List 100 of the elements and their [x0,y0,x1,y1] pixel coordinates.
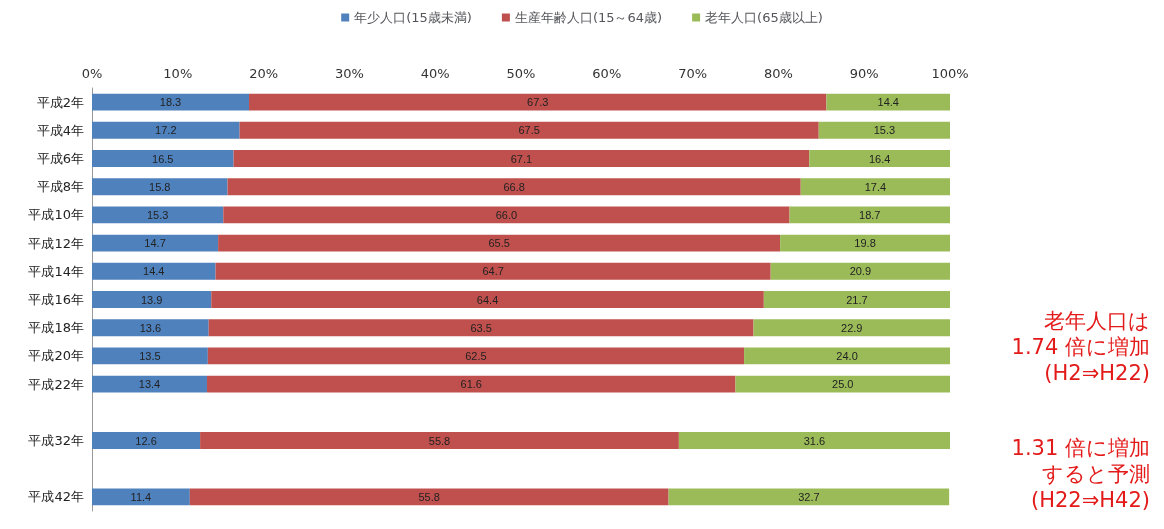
data-label: 17.4 [864,180,887,193]
data-label: 20.9 [849,265,872,278]
text: (H22⇒H42) [1030,488,1150,512]
y-tick-label: 平成22年 [28,376,84,392]
legend-label: 老年人口(65歳以上) [705,10,823,25]
data-label: 66.8 [503,180,525,193]
legend-label: 生産年齢人口(15～64歳) [514,10,663,25]
bar [92,150,234,167]
data-label: 17.2 [155,124,177,137]
data-label: 12.6 [135,434,157,447]
data-label: 14.4 [877,96,899,109]
data-label: 14.7 [144,237,166,250]
x-tick-label: 60% [592,66,622,81]
data-label: 13.6 [139,321,162,334]
bar [233,150,810,167]
bar [668,488,950,506]
bar [818,121,950,139]
y-tick-label: 平成8年 [36,179,84,195]
bar [227,178,801,196]
data-label: 66.0 [495,208,518,221]
bar [92,178,228,196]
bar [826,93,950,111]
bar [239,121,819,139]
data-label: 55.8 [418,490,440,503]
text: 老年人口は [1044,309,1150,333]
data-label: 31.6 [803,434,826,447]
data-label: 15.8 [149,180,171,193]
data-label: 64.4 [476,293,499,306]
bar [780,234,950,252]
bar [249,93,827,111]
bar [92,234,219,252]
data-label: 21.7 [846,293,868,306]
bar [789,206,950,224]
bar [218,234,781,252]
data-label: 62.5 [465,349,487,362]
bar [189,488,669,506]
bar [92,206,224,224]
bar [744,347,950,365]
bar [770,262,950,280]
data-label: 18.3 [159,96,182,109]
text: 1.74 倍に増加 [1011,335,1150,359]
bar [200,432,679,449]
data-label: 13.5 [139,349,161,362]
x-tick-label: 80% [763,66,793,81]
bar [800,178,950,196]
data-label: 67.5 [518,124,540,137]
bar [753,319,950,337]
data-label: 19.8 [854,237,876,250]
data-label: 64.7 [482,265,504,278]
text: すると予測 [1042,462,1150,486]
y-tick-label: 平成16年 [28,292,84,307]
bar [92,291,212,308]
bar [208,319,754,337]
x-tick-label: 100% [931,66,969,81]
x-tick-label: 30% [334,66,364,81]
x-tick-label: 90% [849,66,879,81]
bar [809,150,950,167]
data-label: 14.4 [143,265,165,278]
y-tick-label: 平成20年 [28,348,84,364]
x-tick-label: 70% [678,66,708,81]
bar [92,488,190,506]
bar [92,432,201,449]
data-label: 13.4 [138,378,161,391]
data-label: 13.9 [140,293,163,306]
x-tick-label: 50% [506,66,536,81]
bar [92,375,207,393]
y-tick-label: 平成12年 [28,235,84,251]
bar [92,319,209,337]
bar [215,262,771,280]
text: (H2⇒H22) [1044,361,1151,385]
bar [211,291,764,308]
y-tick-label: 平成4年 [36,122,84,138]
data-label: 55.8 [428,434,451,447]
bar [763,291,950,308]
y-tick-label: 平成32年 [28,433,84,448]
data-label: 25.0 [832,378,854,391]
bar [92,93,250,111]
data-label: 67.3 [527,96,549,109]
x-tick-label: 10% [163,66,193,81]
bar [735,375,950,393]
bar [92,347,208,365]
y-tick-label: 平成18年 [28,320,84,336]
data-label: 32.7 [798,490,820,503]
y-tick-label: 平成42年 [28,489,84,505]
data-label: 11.4 [130,490,152,503]
bar [678,432,950,449]
y-tick-label: 平成2年 [36,94,84,110]
data-label: 15.3 [873,124,896,137]
data-label: 65.5 [488,237,510,250]
y-tick-label: 平成10年 [28,207,84,223]
data-label: 16.5 [152,152,174,165]
text: 1.31 倍に増加 [1011,436,1150,460]
bar [92,121,240,139]
data-label: 61.6 [460,378,482,391]
bar [206,375,736,393]
data-label: 16.4 [868,152,891,165]
data-label: 18.7 [859,208,881,221]
data-label: 22.9 [841,321,863,334]
x-tick-label: 20% [249,66,279,81]
bar [207,347,745,365]
